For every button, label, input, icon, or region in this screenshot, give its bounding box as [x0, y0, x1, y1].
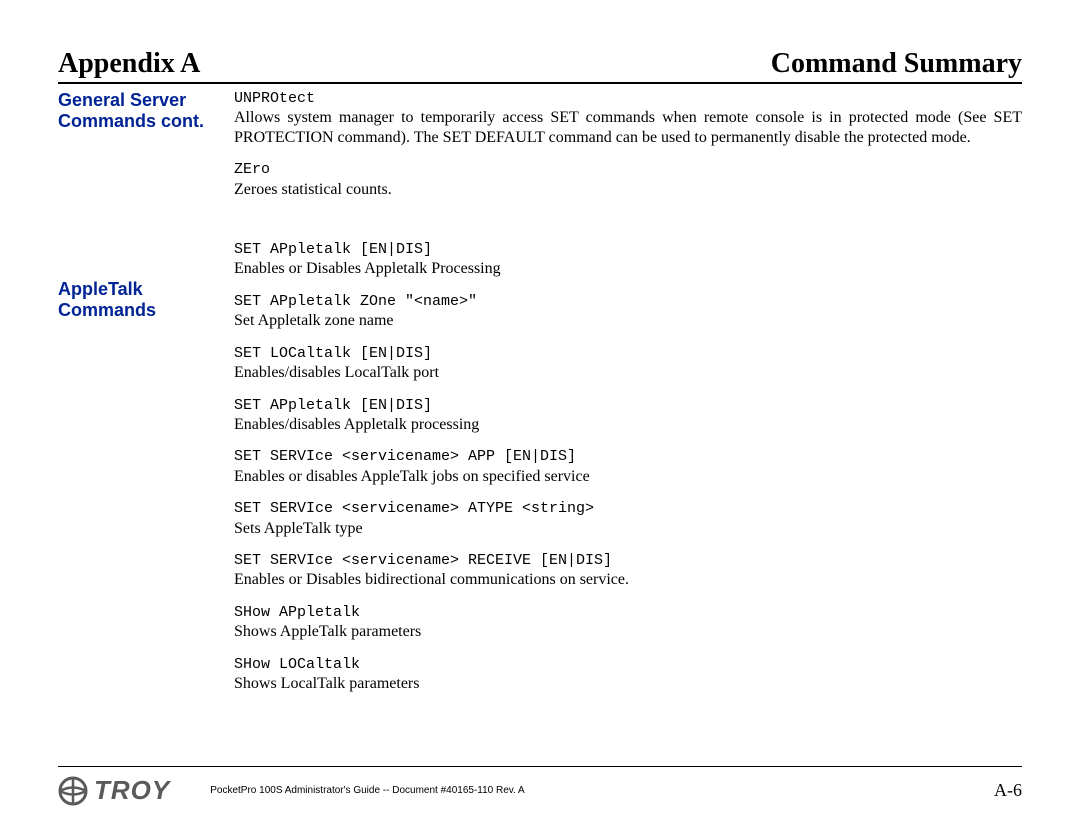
- command-name: UNPROtect: [234, 90, 1022, 108]
- header-left: Appendix A: [58, 48, 200, 80]
- command-block: UNPROtect Allows system manager to tempo…: [234, 90, 1022, 147]
- spacer: [234, 213, 1022, 241]
- command-block: ZEro Zeroes statistical counts.: [234, 161, 1022, 199]
- logo-text: TROY: [94, 775, 170, 806]
- logo: TROY: [58, 775, 170, 806]
- command-desc: Enables or disables AppleTalk jobs on sp…: [234, 467, 1022, 487]
- command-block: SET APpletalk [EN|DIS] Enables/disables …: [234, 397, 1022, 435]
- command-desc: Set Appletalk zone name: [234, 311, 1022, 331]
- command-name: SET SERVIce <servicename> APP [EN|DIS]: [234, 448, 1022, 466]
- footer-doc-line: PocketPro 100S Administrator's Guide -- …: [170, 785, 994, 796]
- footer-page-number: A-6: [994, 780, 1022, 801]
- command-desc: Sets AppleTalk type: [234, 519, 1022, 539]
- page-header: Appendix A Command Summary: [58, 48, 1022, 84]
- globe-icon: [58, 776, 88, 806]
- command-name: ZEro: [234, 161, 1022, 179]
- command-block: SET SERVIce <servicename> ATYPE <string>…: [234, 500, 1022, 538]
- footer-row: TROY PocketPro 100S Administrator's Guid…: [58, 775, 1022, 806]
- section-label-appletalk: AppleTalk Commands: [58, 279, 234, 320]
- command-block: SET SERVIce <servicename> APP [EN|DIS] E…: [234, 448, 1022, 486]
- left-column: General Server Commands cont. AppleTalk …: [58, 90, 234, 707]
- command-block: SHow APpletalk Shows AppleTalk parameter…: [234, 604, 1022, 642]
- command-name: SET LOCaltalk [EN|DIS]: [234, 345, 1022, 363]
- command-desc: Shows LocalTalk parameters: [234, 674, 1022, 694]
- command-desc: Enables/disables Appletalk processing: [234, 415, 1022, 435]
- content-area: General Server Commands cont. AppleTalk …: [58, 90, 1022, 707]
- command-desc: Zeroes statistical counts.: [234, 180, 1022, 200]
- command-name: SET APpletalk [EN|DIS]: [234, 397, 1022, 415]
- command-desc: Shows AppleTalk parameters: [234, 622, 1022, 642]
- command-block: SET SERVIce <servicename> RECEIVE [EN|DI…: [234, 552, 1022, 590]
- footer-rule: [58, 766, 1022, 767]
- command-desc: Enables/disables LocalTalk port: [234, 363, 1022, 383]
- command-desc: Allows system manager to temporarily acc…: [234, 108, 1022, 147]
- right-column: UNPROtect Allows system manager to tempo…: [234, 90, 1022, 707]
- command-desc: Enables or Disables bidirectional commun…: [234, 570, 1022, 590]
- header-right: Command Summary: [771, 48, 1022, 80]
- page-footer: TROY PocketPro 100S Administrator's Guid…: [58, 766, 1022, 806]
- spacer: [58, 131, 234, 279]
- command-desc: Enables or Disables Appletalk Processing: [234, 259, 1022, 279]
- command-name: SET SERVIce <servicename> ATYPE <string>: [234, 500, 1022, 518]
- command-name: SET SERVIce <servicename> RECEIVE [EN|DI…: [234, 552, 1022, 570]
- command-name: SHow APpletalk: [234, 604, 1022, 622]
- section-label-general: General Server Commands cont.: [58, 90, 234, 131]
- command-name: SET APpletalk ZOne "<name>": [234, 293, 1022, 311]
- command-block: SHow LOCaltalk Shows LocalTalk parameter…: [234, 656, 1022, 694]
- command-block: SET APpletalk ZOne "<name>" Set Appletal…: [234, 293, 1022, 331]
- command-name: SET APpletalk [EN|DIS]: [234, 241, 1022, 259]
- command-name: SHow LOCaltalk: [234, 656, 1022, 674]
- command-block: SET APpletalk [EN|DIS] Enables or Disabl…: [234, 241, 1022, 279]
- command-block: SET LOCaltalk [EN|DIS] Enables/disables …: [234, 345, 1022, 383]
